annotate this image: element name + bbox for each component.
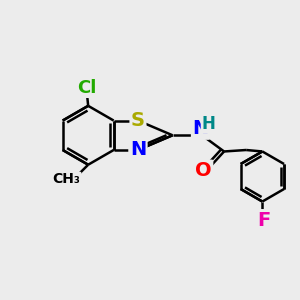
Text: S: S bbox=[131, 111, 145, 130]
Text: H: H bbox=[202, 115, 215, 133]
Text: N: N bbox=[130, 140, 146, 160]
Text: O: O bbox=[195, 161, 212, 180]
Text: F: F bbox=[257, 211, 271, 230]
Text: CH₃: CH₃ bbox=[53, 172, 81, 186]
Text: N: N bbox=[192, 119, 209, 138]
Text: Cl: Cl bbox=[77, 79, 96, 97]
